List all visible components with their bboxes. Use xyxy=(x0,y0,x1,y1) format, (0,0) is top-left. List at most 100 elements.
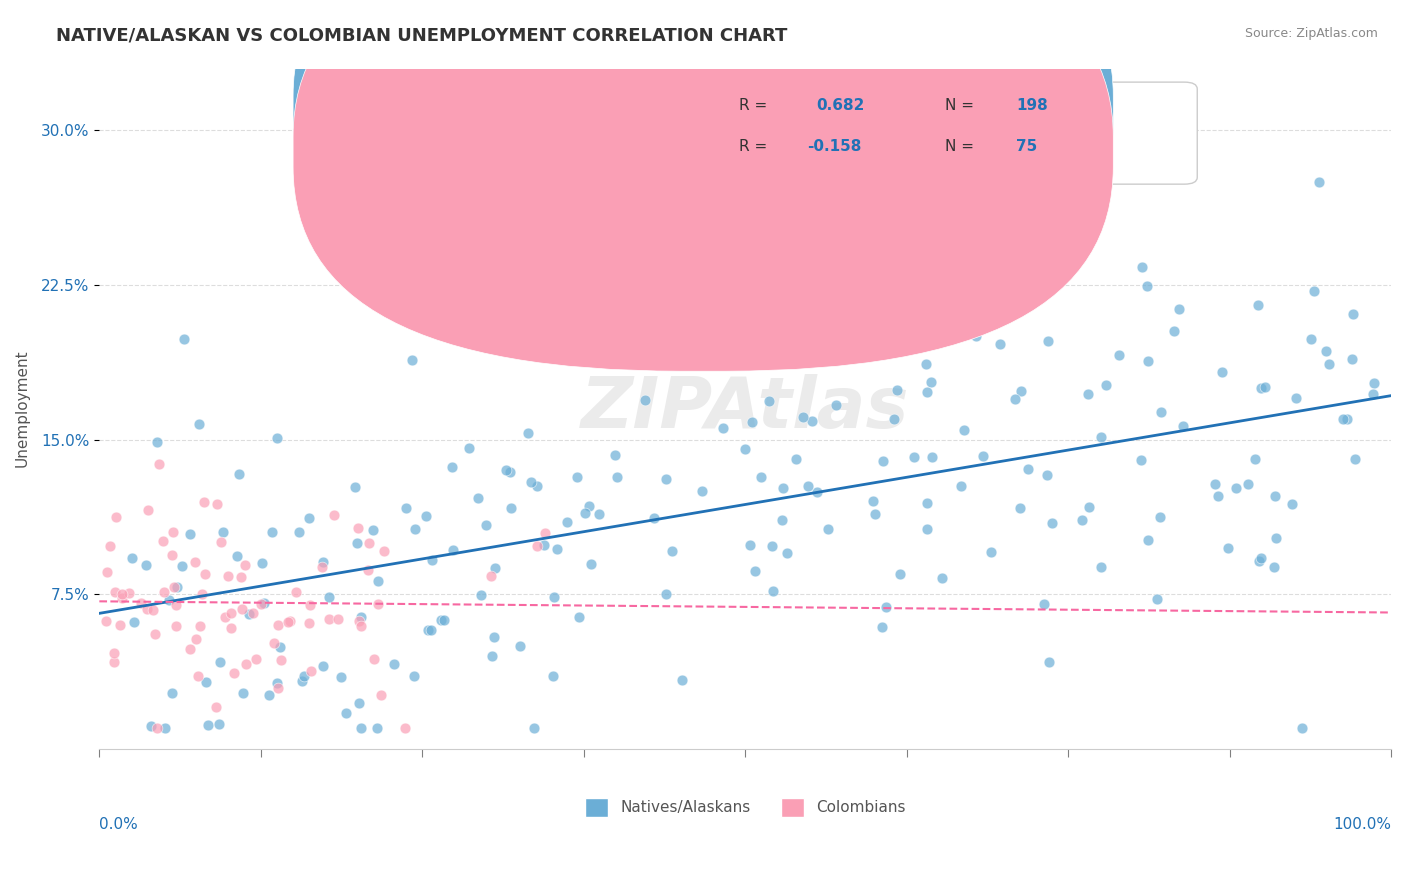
Natives/Alaskans xyxy=(778,301,800,315)
Colombians xyxy=(370,688,392,702)
Natives/Alaskans xyxy=(578,500,600,514)
Natives/Alaskans xyxy=(1336,412,1358,426)
Natives/Alaskans xyxy=(883,411,905,425)
Colombians xyxy=(231,602,253,616)
Natives/Alaskans xyxy=(415,509,437,524)
Natives/Alaskans xyxy=(347,697,370,711)
Natives/Alaskans xyxy=(1225,481,1247,495)
Text: 100.0%: 100.0% xyxy=(1333,817,1391,831)
Text: Source: ZipAtlas.com: Source: ZipAtlas.com xyxy=(1244,27,1378,40)
Colombians xyxy=(129,596,152,610)
Natives/Alaskans xyxy=(903,450,925,464)
Colombians xyxy=(221,622,243,636)
Colombians xyxy=(229,569,252,583)
Natives/Alaskans xyxy=(1250,381,1272,395)
Natives/Alaskans xyxy=(1090,430,1112,444)
Natives/Alaskans xyxy=(208,716,231,731)
Colombians xyxy=(103,646,125,660)
Natives/Alaskans xyxy=(915,522,938,536)
Natives/Alaskans xyxy=(482,631,505,645)
Natives/Alaskans xyxy=(1333,411,1355,425)
Natives/Alaskans xyxy=(655,587,678,601)
Colombians xyxy=(142,603,165,617)
Natives/Alaskans xyxy=(135,558,157,572)
Natives/Alaskans xyxy=(568,610,591,624)
Colombians xyxy=(207,498,229,512)
Natives/Alaskans xyxy=(146,435,169,450)
Natives/Alaskans xyxy=(350,721,373,735)
Colombians xyxy=(311,560,333,574)
Natives/Alaskans xyxy=(346,536,368,550)
Natives/Alaskans xyxy=(1038,655,1060,669)
Colombians xyxy=(152,533,174,548)
Colombians xyxy=(111,587,134,601)
Natives/Alaskans xyxy=(1249,554,1271,568)
Natives/Alaskans xyxy=(920,375,942,389)
Natives/Alaskans xyxy=(1033,597,1056,611)
Natives/Alaskans xyxy=(1291,721,1313,735)
Natives/Alaskans xyxy=(1317,357,1340,371)
Natives/Alaskans xyxy=(1036,334,1059,349)
Natives/Alaskans xyxy=(1137,533,1160,547)
Natives/Alaskans xyxy=(801,414,824,428)
Colombians xyxy=(219,606,242,620)
Natives/Alaskans xyxy=(211,524,233,539)
Natives/Alaskans xyxy=(1285,392,1308,406)
Natives/Alaskans xyxy=(288,525,311,540)
Text: R =: R = xyxy=(738,98,766,113)
Text: -0.158: -0.158 xyxy=(807,139,862,154)
Natives/Alaskans xyxy=(179,527,201,541)
Colombians xyxy=(193,495,215,509)
Natives/Alaskans xyxy=(1137,354,1160,368)
Natives/Alaskans xyxy=(1163,324,1185,338)
Colombians xyxy=(98,540,121,554)
Natives/Alaskans xyxy=(157,593,180,607)
Colombians xyxy=(347,521,370,535)
Natives/Alaskans xyxy=(402,669,425,683)
Natives/Alaskans xyxy=(153,721,176,735)
Natives/Alaskans xyxy=(741,415,763,429)
Colombians xyxy=(217,568,239,582)
Natives/Alaskans xyxy=(1171,418,1194,433)
Natives/Alaskans xyxy=(232,685,254,699)
Natives/Alaskans xyxy=(250,556,273,570)
Natives/Alaskans xyxy=(921,450,943,464)
Natives/Alaskans xyxy=(495,463,517,477)
Natives/Alaskans xyxy=(516,426,538,441)
Natives/Alaskans xyxy=(915,496,938,510)
Natives/Alaskans xyxy=(1136,279,1159,293)
Natives/Alaskans xyxy=(512,328,534,343)
Natives/Alaskans xyxy=(1237,476,1260,491)
Natives/Alaskans xyxy=(1364,376,1386,390)
Colombians xyxy=(323,508,346,522)
Colombians xyxy=(280,614,302,628)
Colombians xyxy=(263,635,285,649)
Natives/Alaskans xyxy=(965,328,987,343)
Colombians xyxy=(526,539,548,553)
Text: 75: 75 xyxy=(1017,139,1038,154)
Natives/Alaskans xyxy=(440,460,463,475)
Natives/Alaskans xyxy=(141,719,163,733)
Colombians xyxy=(367,597,389,611)
Text: N =: N = xyxy=(945,98,974,113)
Natives/Alaskans xyxy=(292,669,315,683)
Colombians xyxy=(298,615,321,630)
Natives/Alaskans xyxy=(1211,365,1233,379)
Natives/Alaskans xyxy=(208,656,231,670)
Natives/Alaskans xyxy=(420,552,443,566)
Natives/Alaskans xyxy=(457,441,479,455)
Natives/Alaskans xyxy=(499,500,522,515)
Natives/Alaskans xyxy=(541,669,564,683)
Natives/Alaskans xyxy=(226,549,249,563)
Natives/Alaskans xyxy=(555,515,578,529)
Natives/Alaskans xyxy=(121,551,143,566)
FancyBboxPatch shape xyxy=(655,82,1198,184)
Natives/Alaskans xyxy=(520,475,543,490)
Colombians xyxy=(284,585,307,599)
Colombians xyxy=(184,555,207,569)
Natives/Alaskans xyxy=(1108,348,1130,362)
Natives/Alaskans xyxy=(565,470,588,484)
Natives/Alaskans xyxy=(671,673,693,687)
Natives/Alaskans xyxy=(1095,377,1118,392)
Natives/Alaskans xyxy=(655,472,678,486)
